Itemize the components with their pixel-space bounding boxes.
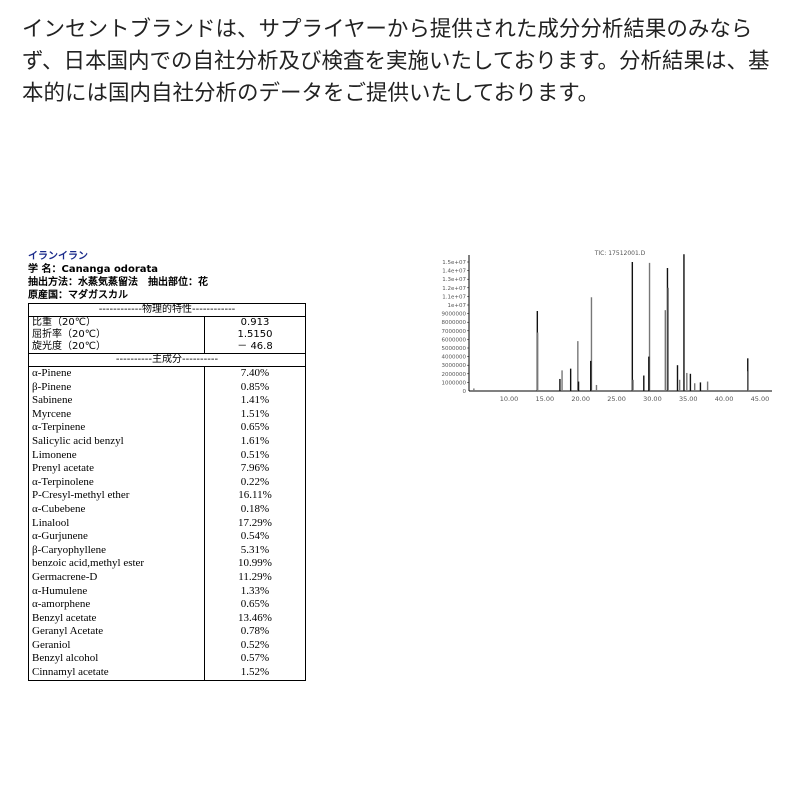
row-label: Geranyl Acetate — [32, 625, 104, 638]
y-tick-label: 9000000 — [442, 312, 467, 318]
row-label: Germacrene-D — [32, 570, 98, 583]
y-tick-label: 6000000 — [442, 337, 467, 343]
row-label: Limonene — [32, 448, 77, 461]
row-value: 1.33% — [240, 584, 270, 597]
row-value: 7.96% — [240, 462, 270, 475]
y-tick-label: 1.3e+07 — [442, 277, 466, 283]
y-tick-zero: 0 — [463, 389, 467, 395]
y-tick-label: 5000000 — [442, 346, 467, 352]
row-label: Geraniol — [32, 638, 71, 651]
origin: 原産国：マダガスカル — [28, 290, 128, 301]
chart-title: TIC: 17512001.D — [594, 250, 646, 257]
row-label: Cinnamyl acetate — [32, 666, 109, 679]
x-tick-label: 40.00 — [715, 395, 734, 403]
x-tick-label: 35.00 — [679, 395, 698, 403]
row-label: Myrcene — [32, 407, 72, 420]
row-value: 0.54% — [240, 530, 270, 543]
row-label: α-Cubebene — [32, 502, 86, 515]
x-tick-label: 25.00 — [607, 395, 626, 403]
row-value: 17.29% — [238, 516, 272, 529]
row-label: β-Caryophyllene — [32, 543, 107, 556]
extraction-method: 抽出方法：水蒸気蒸留法 抽出部位：花 — [28, 277, 208, 288]
x-tick-label: 15.00 — [536, 395, 555, 403]
row-label: P-Cresyl-methyl ether — [32, 489, 130, 502]
y-tick-label: 1.1e+07 — [442, 294, 466, 300]
row-label: Linalool — [32, 516, 70, 529]
row-value: 0.78% — [240, 625, 270, 638]
row-label: α-Humulene — [32, 584, 88, 597]
y-tick-label: 1.5e+07 — [442, 260, 466, 266]
row-value: 1.51% — [240, 407, 270, 420]
row-value: 16.11% — [238, 489, 272, 502]
physical-properties: 比重（20℃） 屈折率（20℃） 旋光度（20℃） 0.913 1.5150 － 46.8 — [29, 317, 305, 354]
y-tick-label: 7000000 — [442, 329, 467, 335]
row-label: Benzyl acetate — [32, 611, 97, 624]
scientific-name: 学 名：Cananga odorata — [28, 264, 159, 275]
y-tick-label: 1000000 — [442, 380, 467, 386]
analysis-table: ------------物理的特性------------ 比重（20℃） 屈折率… — [28, 303, 306, 681]
components: α-Pinene β-Pinene Sabinene Myrcene α-Terpine… — [29, 367, 305, 680]
row-value: 0.18% — [240, 502, 270, 515]
y-tick-label: 1e+07 — [448, 303, 467, 309]
x-tick-label: 30.00 — [643, 395, 662, 403]
x-tick-label: 10.00 — [500, 395, 519, 403]
row-value: 1.61% — [240, 434, 270, 447]
row-label: 屈折率（20℃） — [32, 329, 106, 340]
row-value: 0.913 — [240, 317, 270, 328]
chromatogram: TIC: 17512001.D 10.00 15.00 20.00 25.00 30.00… — [442, 250, 772, 403]
row-label: benzoic acid,methyl ester — [32, 557, 145, 570]
row-value: 0.57% — [240, 652, 270, 665]
row-label: β-Pinene — [32, 380, 72, 393]
row-value: 1.5150 — [237, 329, 273, 340]
y-tick-label: 8000000 — [442, 320, 467, 326]
row-value: 1.41% — [240, 394, 270, 407]
y-tick-label: 1.2e+07 — [442, 286, 466, 292]
x-tick-label: 20.00 — [571, 395, 590, 403]
y-tick-label: 2000000 — [442, 372, 467, 378]
row-value: 5.31% — [240, 543, 270, 556]
row-value: 7.40% — [240, 367, 270, 379]
row-label: α-Terpinolene — [32, 475, 94, 488]
row-label: 比重（20℃） — [32, 317, 96, 328]
row-value: 0.51% — [240, 448, 270, 461]
row-label: α-amorphene — [32, 598, 91, 611]
physical-header: ------------物理的特性------------ — [29, 304, 305, 317]
x-tick-label: 45.00 — [751, 395, 770, 403]
row-label: α-Terpinene — [32, 421, 86, 434]
row-label: α-Gurjunene — [32, 530, 88, 543]
row-value: 0.65% — [240, 598, 270, 611]
row-label: Sabinene — [32, 394, 73, 407]
row-value: 1.52% — [240, 666, 270, 679]
row-value: 13.46% — [238, 611, 272, 624]
y-tick-label: 4000000 — [442, 355, 467, 361]
row-value: 0.85% — [240, 380, 270, 393]
analysis-sheet: イランイラン 学 名：Cananga odorata 抽出方法：水蒸気蒸留法 抽… — [28, 250, 306, 681]
y-tick-label: 3000000 — [442, 363, 467, 369]
row-label: Benzyl alcohol — [32, 652, 99, 665]
row-label: α-Pinene — [32, 367, 72, 379]
row-value: 0.52% — [240, 638, 270, 651]
row-value: 0.22% — [240, 475, 270, 488]
row-value: 11.29% — [238, 570, 272, 583]
row-value: － 46.8 — [237, 341, 273, 352]
row-value: 0.65% — [240, 421, 270, 434]
row-label: Salicylic acid benzyl — [32, 434, 124, 447]
row-label: 旋光度（20℃） — [32, 341, 106, 352]
intro-text: インセントブランドは、サプライヤーから提供された成分分析結果のみならず、日本国内… — [22, 17, 770, 106]
y-tick-label: 1.4e+07 — [442, 269, 466, 275]
oil-name: イランイラン — [28, 251, 88, 262]
row-label: Prenyl acetate — [32, 462, 94, 475]
row-value: 10.99% — [238, 557, 272, 570]
components-header: ----------主成分---------- — [29, 354, 305, 367]
